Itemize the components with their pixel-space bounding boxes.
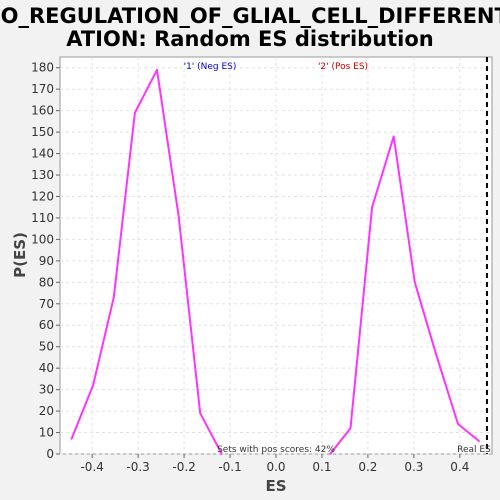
data-point [392,135,395,138]
data-point [371,206,373,209]
data-point [349,427,352,430]
y-tick-label: 50 [39,340,54,354]
y-tick-label: 130 [31,168,54,182]
data-point [92,384,94,387]
data-point [220,453,223,455]
grid [60,57,492,455]
y-tick-label: 90 [39,254,54,268]
x-tick-label: 0.1 [312,460,331,474]
data-point [329,453,332,455]
x-tick-label: -0.3 [126,460,149,474]
legend-neg-es: '1' (Neg ES) [184,62,237,72]
chart-title-line-1: GO_REGULATION_OF_GLIAL_CELL_DIFFERENTI [0,4,500,28]
y-tick-label: 100 [31,232,54,246]
x-tick-label: -0.1 [218,460,241,474]
y-tick-label: 110 [31,211,54,225]
y-tick-label: 0 [46,447,54,461]
chart-title-line-2: ATION: Random ES distribution [66,27,434,51]
y-tick-label: 80 [39,275,54,289]
data-point [413,281,416,284]
pos-scores-annotation: Sets with pos scores: 42% [217,445,335,455]
y-tick-label: 30 [39,383,54,397]
series-pos-es-line [329,135,480,455]
y-tick-label: 40 [39,361,54,375]
data-point [435,354,438,357]
data-point [70,438,73,440]
x-axis-ticks: -0.4 -0.3 -0.2 -0.1 0.0 0.1 0.2 0.3 0.4 [80,454,469,474]
x-tick-label: -0.2 [172,460,195,474]
y-axis-ticks: 0 10 20 30 40 50 60 70 80 90 100 110 120 130 140 150 160… [31,61,60,461]
y-tick-label: 150 [31,125,54,139]
x-tick-label: 0.3 [404,460,423,474]
x-tick-label: -0.4 [80,460,103,474]
series-lines [70,68,480,455]
y-tick-label: 70 [39,297,54,311]
data-point [112,296,115,299]
data-point [177,215,180,217]
data-point [134,111,136,114]
y-tick-label: 180 [31,61,54,75]
y-tick-label: 60 [39,318,54,332]
x-tick-label: 0.2 [358,460,377,474]
y-tick-label: 120 [31,189,54,203]
y-tick-label: 10 [39,426,54,440]
data-point [478,440,480,442]
y-tick-label: 20 [39,404,54,418]
x-tick-label: 0.4 [450,460,469,474]
y-axis-label: P(ES) [11,232,29,278]
x-axis-label: ES [265,477,286,495]
data-point [457,423,459,425]
real-es-label: Real ES [457,445,491,455]
x-tick-label: 0.0 [266,460,285,474]
data-point [156,69,158,71]
series-neg-es-line [70,68,223,455]
data-point [199,412,201,415]
legend-pos-es: '2' (Pos ES) [318,62,368,72]
y-tick-label: 140 [31,147,54,161]
y-tick-label: 160 [31,104,54,118]
y-tick-label: 170 [31,82,54,96]
